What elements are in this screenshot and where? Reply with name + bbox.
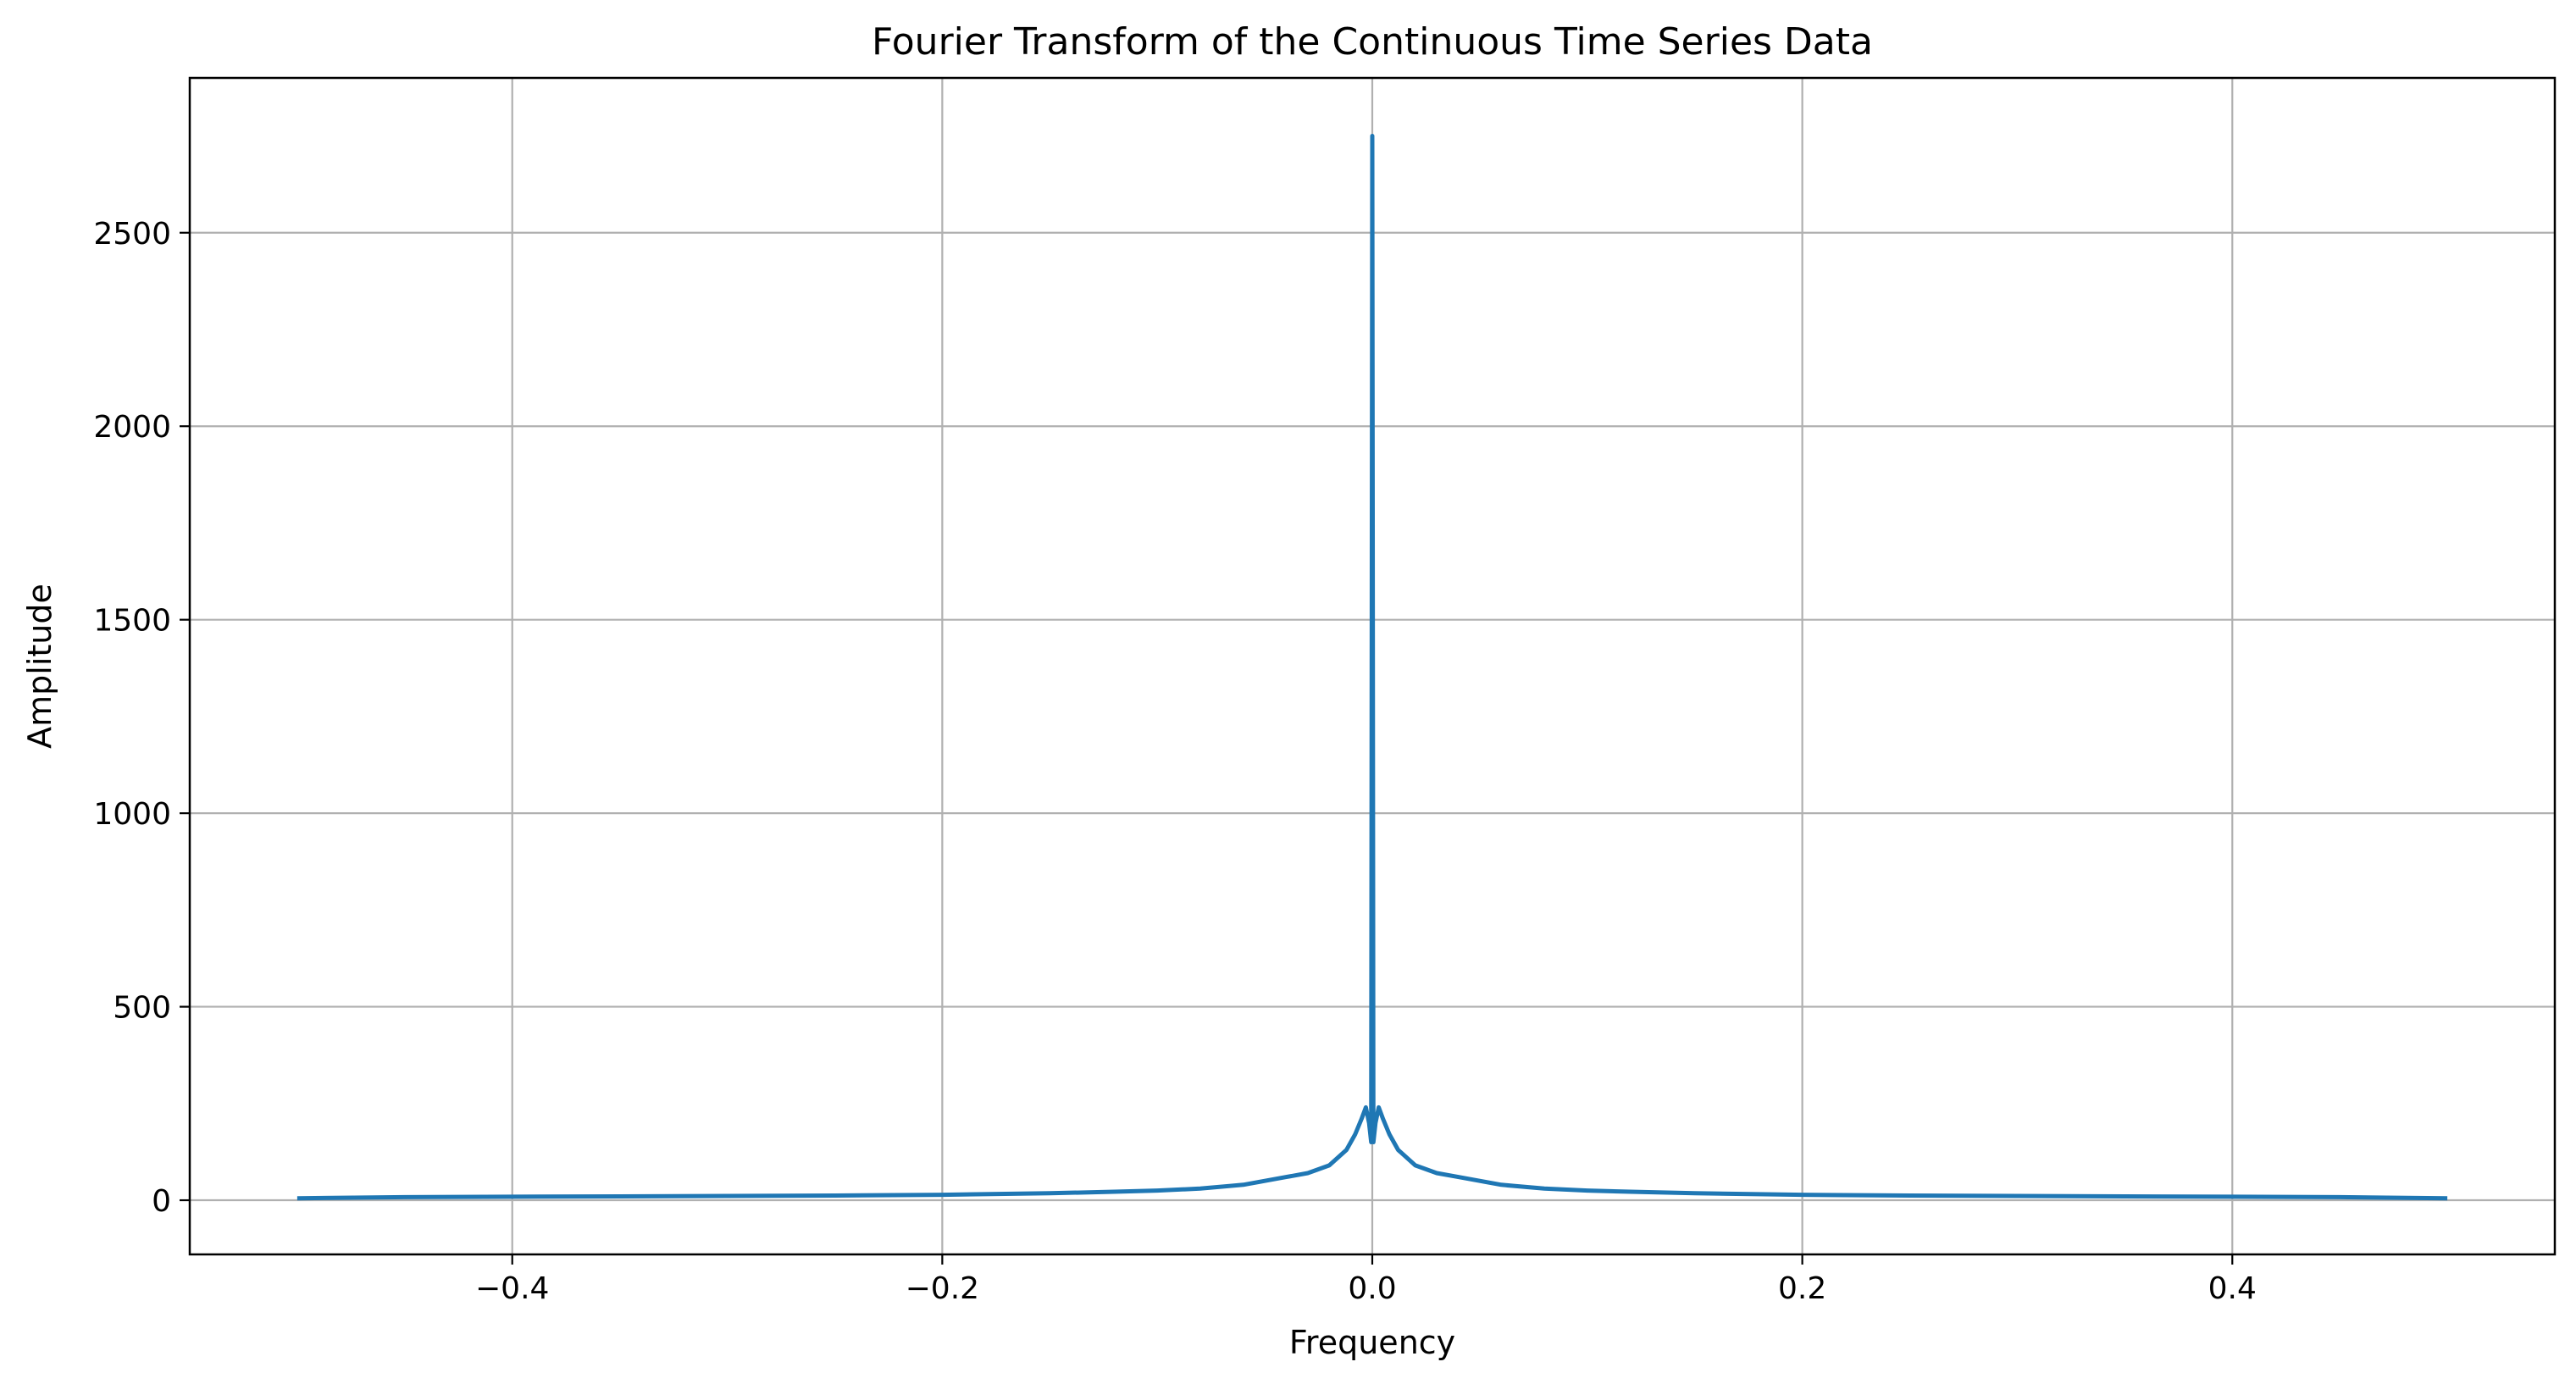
- x-tick-label: −0.2: [906, 1271, 979, 1306]
- x-tick-label: −0.4: [475, 1271, 549, 1306]
- series-layer: [296, 134, 2448, 1201]
- x-tick-label: 0.0: [1348, 1271, 1396, 1306]
- y-tick-label: 500: [113, 991, 171, 1026]
- x-tick-label: 0.4: [2208, 1271, 2257, 1306]
- series-line-0: [296, 134, 2448, 1201]
- y-tick-label: 2500: [93, 217, 171, 252]
- x-axis-label: Frequency: [1289, 1324, 1455, 1361]
- y-tick-label: 1500: [93, 604, 171, 639]
- chart-title: Fourier Transform of the Continuous Time…: [872, 20, 1873, 64]
- y-tick-label: 1000: [93, 797, 171, 832]
- y-tick-label: 2000: [93, 410, 171, 445]
- ticks: −0.4 −0.2 0.0 0.2 0.4 0 500 1000 1500 2000 2500: [93, 217, 2257, 1306]
- y-axis-label: Amplitude: [21, 584, 58, 749]
- x-tick-label: 0.2: [1778, 1271, 1826, 1306]
- y-tick-label: 0: [152, 1184, 171, 1219]
